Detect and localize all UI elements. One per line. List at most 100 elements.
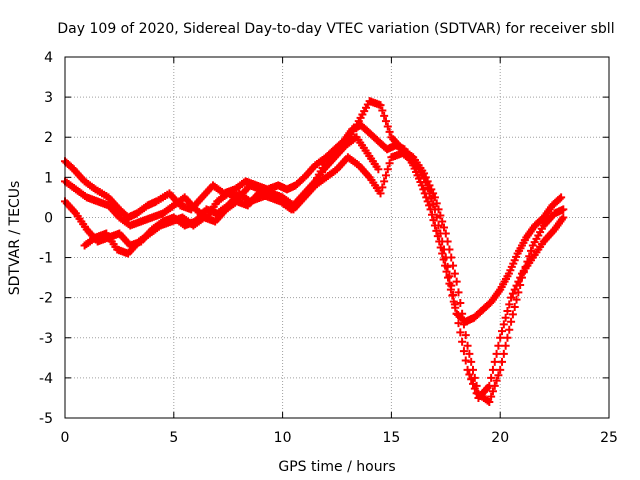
data-point — [425, 201, 434, 210]
data-point — [420, 173, 429, 182]
data-point — [429, 200, 438, 209]
data-point — [459, 320, 468, 329]
data-point — [430, 205, 439, 214]
data-point — [499, 349, 508, 358]
data-point — [450, 269, 459, 278]
data-point — [443, 262, 452, 271]
y-tick-label: -2 — [39, 291, 53, 307]
data-point — [380, 111, 389, 120]
data-point — [376, 101, 385, 110]
y-tick-label: -4 — [39, 371, 53, 387]
y-tick-label: -5 — [39, 411, 53, 427]
y-tick-label: 0 — [44, 210, 53, 226]
x-tick-label: 20 — [491, 430, 509, 446]
data-point — [498, 357, 507, 366]
data-point — [508, 310, 517, 319]
data-point — [383, 122, 392, 131]
data-point — [456, 328, 465, 337]
data-point — [447, 281, 456, 290]
data-point — [380, 177, 389, 186]
data-point — [501, 341, 510, 350]
data-point — [459, 347, 468, 356]
data-point — [494, 371, 503, 380]
data-point — [376, 189, 385, 198]
data-point — [516, 273, 525, 282]
data-point — [510, 303, 519, 312]
data-point — [469, 379, 477, 388]
y-tick-label: 1 — [44, 170, 53, 186]
data-point — [436, 229, 445, 238]
data-point — [559, 213, 568, 222]
data-point — [445, 272, 454, 281]
data-point — [423, 184, 432, 193]
data-point — [450, 300, 459, 309]
series-arc-2 — [61, 97, 568, 406]
data-point — [492, 349, 501, 358]
data-point — [503, 333, 512, 342]
axis-ticks: 0 5 10 15 20 25 -5 -4 -3 -2 -1 0 1 2 3 4 — [39, 50, 618, 446]
data-point — [463, 341, 472, 350]
data-point — [383, 165, 392, 174]
y-tick-label: -3 — [39, 331, 53, 347]
data-point — [503, 307, 512, 316]
data-point — [512, 295, 521, 304]
data-point — [555, 194, 564, 203]
data-point — [488, 387, 497, 396]
data-point — [467, 357, 476, 366]
data-point — [443, 273, 452, 282]
data-point — [559, 205, 568, 214]
data-point — [505, 300, 514, 309]
data-point — [496, 365, 505, 374]
x-axis-label: GPS time / hours — [278, 459, 395, 475]
series-arc-4 — [80, 133, 383, 258]
data-point — [374, 165, 383, 174]
data-point — [465, 349, 474, 358]
data-point — [527, 246, 536, 255]
data-point — [432, 213, 441, 222]
data-point — [485, 397, 494, 406]
data-point — [439, 223, 448, 232]
data-point — [501, 313, 510, 322]
data-point — [425, 189, 434, 198]
data-point — [456, 299, 465, 308]
chart-title: Day 109 of 2020, Sidereal Day-to-day VTE… — [57, 21, 614, 37]
data-point — [498, 327, 507, 336]
data-point — [499, 320, 508, 329]
y-tick-label: 3 — [44, 90, 53, 106]
data-point — [470, 384, 479, 393]
data-point — [461, 356, 470, 365]
data-point — [441, 253, 450, 262]
data-point — [557, 193, 566, 202]
data-point — [385, 159, 394, 168]
data-point — [492, 376, 501, 385]
data-point — [458, 337, 467, 346]
y-tick-label: -1 — [39, 251, 53, 267]
data-point — [439, 245, 448, 254]
data-point — [487, 392, 496, 401]
data-point — [510, 285, 519, 294]
data-point — [487, 373, 496, 382]
data-point — [419, 185, 428, 194]
data-point — [438, 217, 447, 226]
x-tick-label: 5 — [169, 430, 178, 446]
data-point — [454, 288, 463, 297]
data-point — [452, 277, 461, 286]
data-point — [465, 370, 474, 379]
data-point — [449, 261, 458, 270]
data-point — [378, 183, 387, 192]
data-point — [422, 193, 431, 202]
x-tick-label: 0 — [61, 430, 70, 446]
x-tick-label: 10 — [274, 430, 292, 446]
data-point — [434, 221, 443, 230]
data-point — [454, 319, 463, 328]
data-series — [61, 97, 568, 406]
data-point — [438, 237, 447, 246]
data-point — [427, 194, 436, 203]
data-point — [514, 277, 523, 286]
data-point — [512, 281, 521, 290]
data-point — [463, 365, 472, 374]
data-point — [505, 325, 514, 334]
data-point — [467, 375, 476, 384]
x-tick-label: 25 — [600, 430, 618, 446]
